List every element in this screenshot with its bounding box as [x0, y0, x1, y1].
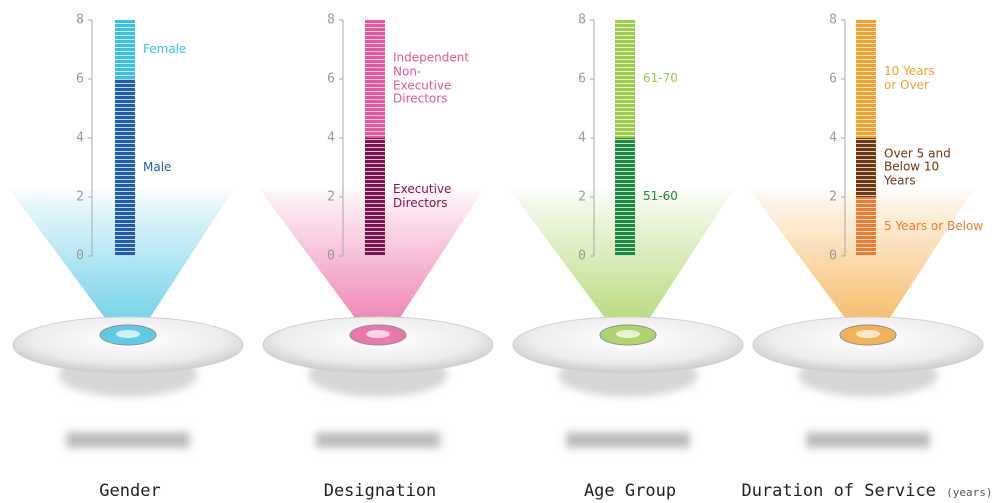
bar-stripes: [856, 20, 876, 138]
segment-label: Executive Directors: [393, 182, 452, 210]
bar-stripes: [115, 79, 135, 256]
segment-label: 61-70: [643, 71, 678, 86]
y-tick-label: 2: [578, 190, 586, 205]
y-tick-label: 0: [829, 249, 837, 264]
segment-label: 51-60: [643, 189, 678, 204]
segment-label: Male: [143, 159, 172, 174]
blurred-caption: [566, 432, 690, 448]
y-tick-label: 2: [327, 190, 335, 205]
y-tick-label: 6: [327, 72, 335, 87]
segment-label: Female: [143, 41, 187, 56]
panel-title: Designation: [324, 481, 437, 501]
device-core: [366, 330, 390, 338]
light-beam: [10, 190, 233, 330]
blurred-caption: [316, 432, 440, 448]
y-tick-label: 8: [578, 13, 586, 28]
bar-stripes: [365, 20, 385, 138]
bar-stripes: [856, 197, 876, 256]
panel-title: Duration of Service (years): [741, 481, 992, 501]
y-tick-label: 6: [76, 72, 84, 87]
y-tick-label: 6: [578, 72, 586, 87]
y-tick-label: 0: [578, 249, 586, 264]
segment-label: Independent Non-Executive Directors: [393, 50, 470, 106]
bar-stripes: [115, 20, 135, 79]
segment-label: 10 Years or Over: [884, 64, 935, 92]
y-tick-label: 4: [76, 131, 84, 146]
panel-title: Gender: [99, 481, 160, 501]
bar-stripes: [615, 20, 635, 138]
bar-stripes: [856, 138, 876, 197]
light-beam: [750, 190, 973, 330]
bar-stripes: [365, 138, 385, 256]
y-tick-label: 0: [76, 249, 84, 264]
y-tick-label: 2: [76, 190, 84, 205]
bar-stripes: [615, 138, 635, 256]
title-unit: (years): [946, 486, 992, 499]
blurred-caption: [806, 432, 930, 448]
blurred-caption: [66, 432, 190, 448]
y-tick-label: 2: [829, 190, 837, 205]
y-tick-label: 0: [327, 249, 335, 264]
panel-title: Age Group: [584, 481, 676, 501]
y-tick-label: 8: [327, 13, 335, 28]
y-tick-label: 8: [76, 13, 84, 28]
light-beam: [510, 190, 733, 330]
y-tick-label: 8: [829, 13, 837, 28]
device-core: [616, 330, 640, 338]
y-tick-label: 4: [327, 131, 335, 146]
y-tick-label: 6: [829, 72, 837, 87]
title-text: Duration of Service: [741, 481, 935, 501]
device-core: [116, 330, 140, 338]
segment-label: 5 Years or Below: [884, 218, 984, 233]
light-beam: [260, 190, 483, 330]
device-core: [856, 330, 880, 338]
title-text: Designation: [324, 481, 437, 501]
segment-label: Over 5 and Below 10 Years: [884, 145, 951, 188]
title-text: Gender: [99, 481, 160, 501]
y-tick-label: 4: [829, 131, 837, 146]
y-tick-label: 4: [578, 131, 586, 146]
title-text: Age Group: [584, 481, 676, 501]
